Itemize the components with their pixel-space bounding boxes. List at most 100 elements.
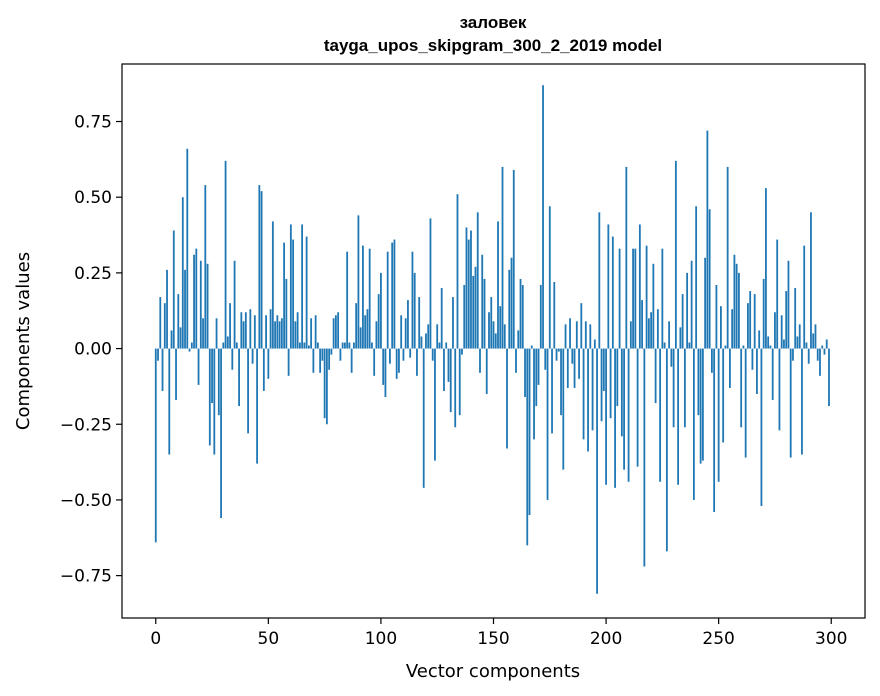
bar-34 [231,348,234,370]
bar-289 [805,342,808,349]
bar-250 [717,348,720,482]
bar-31 [224,160,227,349]
bar-211 [629,321,632,349]
x-tick-label: 300 [815,629,847,649]
bar-150 [492,321,495,349]
bar-129 [445,342,448,349]
bar-298 [825,339,828,349]
bar-258 [735,263,738,349]
bar-67 [305,236,308,349]
bar-170 [537,348,540,385]
bar-23 [206,263,209,349]
bar-30 [222,342,225,349]
bar-270 [762,278,765,349]
bar-194 [591,348,594,431]
bar-118 [420,336,423,349]
bar-291 [810,212,812,349]
bar-65 [301,224,304,349]
bar-178 [555,348,558,361]
y-tick-label: −0.50 [60,491,112,511]
bar-18 [195,248,198,349]
bar-179 [557,348,560,352]
bar-252 [722,348,725,443]
bar-290 [807,348,810,364]
y-tick-label: −0.75 [60,567,112,587]
bar-235 [683,348,686,428]
bar-217 [643,348,646,567]
bar-127 [440,288,443,349]
bar-257 [733,254,736,349]
bar-26 [213,348,216,455]
bar-69 [310,318,313,349]
bar-115 [413,272,416,349]
bar-237 [688,342,691,349]
bar-269 [760,348,763,506]
bar-294 [816,348,819,361]
bar-134 [456,194,459,349]
bar-275 [774,312,776,349]
bar-59 [287,348,290,376]
bar-209 [625,166,628,349]
bar-229 [670,348,673,367]
bar-284 [794,288,797,349]
bar-263 [747,303,749,349]
bar-238 [690,260,693,349]
bar-248 [713,348,716,513]
bar-49 [265,315,267,349]
bar-81 [337,312,340,349]
bar-233 [679,327,682,349]
bar-145 [481,254,484,349]
bar-21 [202,318,204,349]
bar-50 [267,348,270,379]
bar-122 [429,218,432,349]
bar-189 [580,303,583,349]
bar-186 [573,348,576,388]
bar-16 [190,342,193,349]
bar-62 [294,321,297,349]
bar-227 [665,348,668,552]
bar-17 [193,254,195,349]
bar-91 [359,327,362,349]
bar-32 [226,336,229,349]
bar-204 [614,348,616,488]
bar-160 [515,348,517,373]
bar-267 [756,348,758,394]
bar-43 [251,348,254,364]
bar-84 [344,342,346,349]
bar-273 [769,345,772,349]
bar-37 [238,348,240,407]
bar-243 [701,348,704,461]
bar-85 [346,251,349,349]
bar-293 [814,324,817,349]
bar-71 [314,315,317,349]
x-tick-label: 100 [365,629,397,649]
chart-title: заловек [460,13,527,32]
bar-152 [497,221,499,349]
bar-111 [404,318,407,349]
bar-42 [249,309,252,349]
bar-95 [368,248,371,349]
bar-114 [411,251,414,349]
bar-228 [668,321,671,349]
bar-200 [605,348,607,485]
bar-99 [377,294,380,349]
bar-86 [348,342,351,349]
y-tick-label: 0.50 [74,188,112,208]
bar-14 [186,148,189,349]
bar-61 [292,239,295,349]
bar-164 [524,348,526,398]
bar-120 [425,333,427,349]
bar-57 [283,242,286,349]
bar-0 [154,348,157,543]
bar-125 [436,324,439,349]
bar-206 [618,248,621,349]
bar-249 [715,284,718,349]
bar-54 [276,315,279,349]
bar-223 [656,309,659,349]
bar-175 [548,206,551,349]
bar-187 [575,321,578,349]
bar-246 [708,209,711,349]
bar-66 [303,342,306,349]
bar-132 [452,297,454,349]
bar-225 [661,248,664,349]
